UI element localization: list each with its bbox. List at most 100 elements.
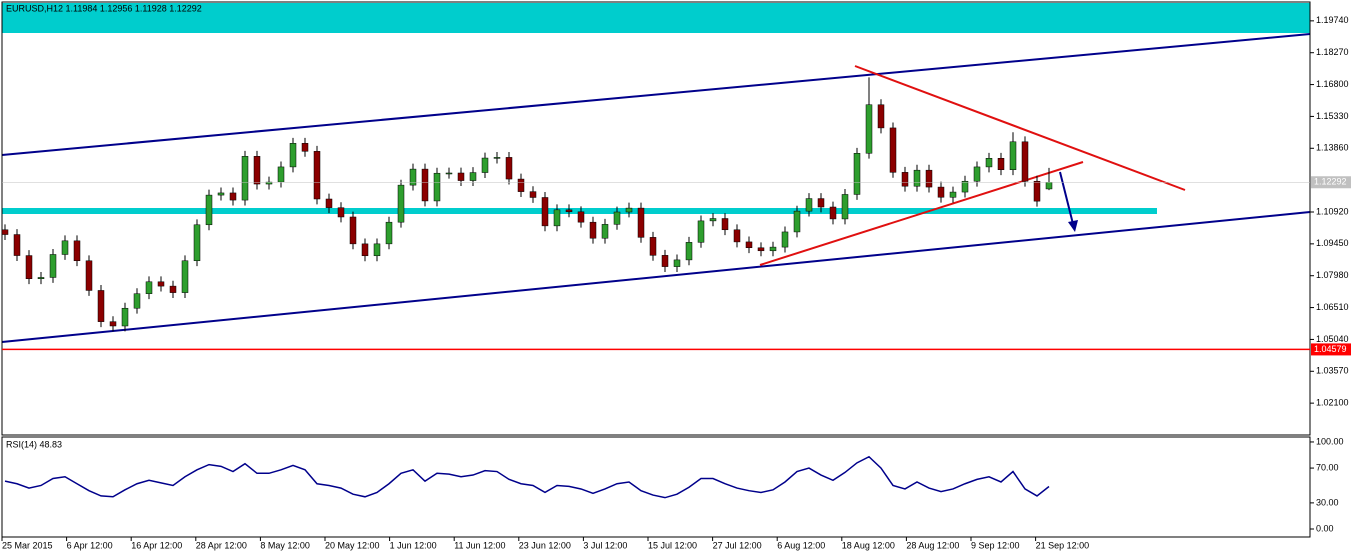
candle-body <box>565 209 573 213</box>
candle-body <box>757 247 765 252</box>
candle-body <box>145 281 153 294</box>
candle-body <box>853 153 861 195</box>
candle-body <box>637 207 645 238</box>
resistance-zone <box>2 3 1310 33</box>
arrow <box>1059 171 1074 225</box>
y-tick-label: 1.02100 <box>1316 398 1349 408</box>
candle-body <box>613 211 621 225</box>
rsi-line <box>4 455 1050 499</box>
x-tick-label: 6 Apr 12:00 <box>67 540 113 550</box>
price-frame <box>1 1 1311 436</box>
triangle-lower <box>759 161 1084 266</box>
candle-body <box>301 143 309 152</box>
candle-body <box>37 277 45 279</box>
candle-body <box>817 198 825 208</box>
candle-body <box>241 156 249 201</box>
x-tick-label: 28 Aug 12:00 <box>906 540 959 550</box>
candle-body <box>949 191 957 198</box>
candle-body <box>841 194 849 220</box>
channel-lower <box>1 211 1311 343</box>
x-tick-label: 25 Mar 2015 <box>2 540 53 550</box>
candle-body <box>61 240 69 255</box>
candle-body <box>133 293 141 309</box>
candle-body <box>805 198 813 212</box>
candle-body <box>985 158 993 168</box>
candle-body <box>253 156 261 185</box>
x-tick-label: 23 Jun 12:00 <box>519 540 571 550</box>
candle-body <box>85 260 93 291</box>
candle-body <box>73 240 81 262</box>
y-tick-label: 100.00 <box>1316 436 1344 446</box>
last-price-label: 1.12292 <box>1314 177 1347 187</box>
candle-body <box>25 255 33 279</box>
candle-body <box>529 191 537 198</box>
candle-body <box>553 209 561 227</box>
support-zone <box>2 208 1157 214</box>
candle-body <box>361 243 369 257</box>
candle-body <box>121 307 129 327</box>
y-tick-label: 1.19740 <box>1316 15 1349 25</box>
channel-upper <box>1 33 1311 156</box>
arrow-head <box>1068 220 1078 232</box>
rsi-frame <box>1 436 1311 538</box>
candle-body <box>685 242 693 261</box>
candle-body <box>181 260 189 293</box>
candle-body <box>1033 180 1041 202</box>
candle-body <box>661 255 669 267</box>
candle-body <box>913 169 921 187</box>
candle-body <box>589 221 597 239</box>
candle-body <box>445 172 453 175</box>
candle-body <box>49 254 57 278</box>
candle-body <box>481 157 489 173</box>
x-tick-label: 18 Aug 12:00 <box>842 540 895 550</box>
candle-body <box>385 221 393 245</box>
candle-body <box>1045 182 1053 190</box>
candle-body <box>937 186 945 198</box>
candle-body <box>601 224 609 239</box>
x-tick-label: 1 Jun 12:00 <box>390 540 437 550</box>
candle-body <box>829 206 837 220</box>
candle-body <box>217 192 225 196</box>
candle-body <box>577 211 585 223</box>
candle-body <box>517 178 525 192</box>
candle-body <box>193 224 201 262</box>
x-tick-label: 20 May 12:00 <box>325 540 380 550</box>
candle-body <box>1009 141 1017 170</box>
candle-body <box>961 180 969 193</box>
y-tick-label: 1.10920 <box>1316 206 1349 216</box>
candle-body <box>625 207 633 213</box>
candle-body <box>229 192 237 201</box>
candle-body <box>313 151 321 200</box>
x-tick-label: 27 Jul 12:00 <box>713 540 762 550</box>
candle-body <box>421 168 429 202</box>
x-tick-label: 6 Aug 12:00 <box>777 540 825 550</box>
y-tick-label: 1.09450 <box>1316 238 1349 248</box>
candle-body <box>673 259 681 267</box>
y-tick-label: 1.06510 <box>1316 302 1349 312</box>
y-tick-label: 1.03570 <box>1316 366 1349 376</box>
candle-body <box>649 237 657 256</box>
last-price-box <box>1311 176 1351 189</box>
candle-body <box>469 172 477 181</box>
candle-body <box>157 281 165 287</box>
candle-body <box>169 285 177 293</box>
rsi-title: RSI(14) 48.83 <box>6 439 62 449</box>
candle-body <box>373 243 381 257</box>
chart-title: EURUSD,H12 1.11984 1.12956 1.11928 1.122… <box>6 3 202 13</box>
y-tick-label: 0.00 <box>1316 523 1334 533</box>
candle-body <box>973 166 981 182</box>
x-tick-label: 21 Sep 12:00 <box>1036 540 1090 550</box>
hline-label-box <box>1311 343 1351 356</box>
candle-body <box>877 104 885 129</box>
candle-body <box>781 231 789 248</box>
candle-body <box>1 229 9 235</box>
candle-body <box>769 246 777 252</box>
drawings <box>1 3 1311 343</box>
candle-body <box>733 229 741 243</box>
candle-body <box>433 172 441 202</box>
triangle-upper <box>854 65 1186 191</box>
y-tick-label: 1.16800 <box>1316 79 1349 89</box>
y-tick-label: 1.18270 <box>1316 47 1349 57</box>
